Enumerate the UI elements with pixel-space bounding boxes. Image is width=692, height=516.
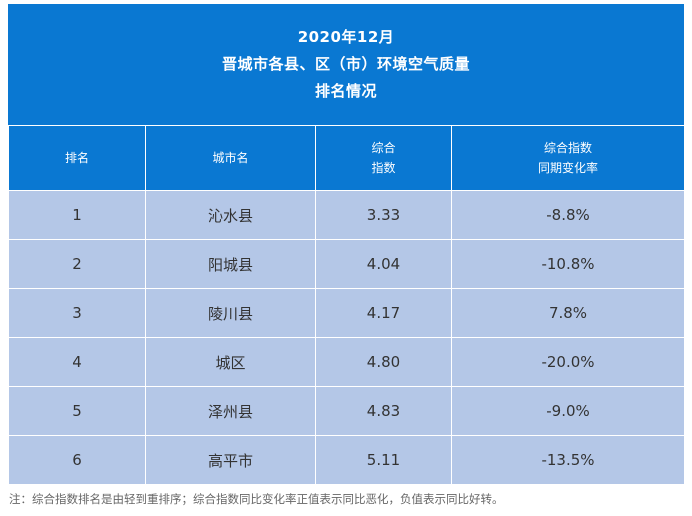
title-main: 晋城市各县、区（市）环境空气质量	[221, 55, 470, 73]
header-change-line1: 综合指数	[543, 141, 592, 155]
cell-rank: 3	[8, 288, 146, 338]
cell-change: -10.8%	[451, 239, 685, 289]
title-banner: 2020年12月 晋城市各县、区（市）环境空气质量 排名情况	[8, 4, 684, 125]
cell-change: 7.8%	[451, 288, 685, 338]
cell-index: 4.83	[315, 386, 452, 436]
cell-change: -8.8%	[451, 190, 685, 240]
title-sub: 排名情况	[314, 82, 377, 100]
table-header-row: 排名 城市名 综合 指数 综合指数 同期变化率	[8, 125, 685, 191]
table-row: 5 泽州县 4.83 -9.0%	[8, 386, 685, 436]
table-row: 1 沁水县 3.33 -8.8%	[8, 190, 685, 240]
cell-index: 4.80	[315, 337, 452, 387]
cell-city: 城区	[145, 337, 316, 387]
cell-city: 陵川县	[145, 288, 316, 338]
header-rank: 排名	[8, 125, 146, 191]
cell-index: 4.04	[315, 239, 452, 289]
ranking-table: 排名 城市名 综合 指数 综合指数 同期变化率 1 沁水县 3.33 -8.8%	[8, 125, 685, 485]
footnote: 注：综合指数排名是由轻到重排序；综合指数同比变化率正值表示同比恶化，负值表示同比…	[9, 492, 504, 506]
header-index-line1: 综合	[371, 141, 396, 155]
cell-city: 阳城县	[145, 239, 316, 289]
header-change-line2: 同期变化率	[537, 161, 598, 175]
cell-rank: 1	[8, 190, 146, 240]
cell-rank: 6	[8, 435, 146, 485]
cell-change: -9.0%	[451, 386, 685, 436]
table-row: 3 陵川县 4.17 7.8%	[8, 288, 685, 338]
cell-rank: 2	[8, 239, 146, 289]
cell-change: -13.5%	[451, 435, 685, 485]
title-date: 2020年12月	[297, 28, 395, 46]
table-row: 6 高平市 5.11 -13.5%	[8, 435, 685, 485]
ranking-table-container: 2020年12月 晋城市各县、区（市）环境空气质量 排名情况 排名 城市名 综合…	[8, 4, 685, 485]
header-index-line2: 指数	[371, 161, 396, 175]
cell-change: -20.0%	[451, 337, 685, 387]
cell-index: 4.17	[315, 288, 452, 338]
header-change: 综合指数 同期变化率	[451, 125, 685, 191]
cell-city: 泽州县	[145, 386, 316, 436]
table-row: 4 城区 4.80 -20.0%	[8, 337, 685, 387]
cell-index: 3.33	[315, 190, 452, 240]
cell-rank: 4	[8, 337, 146, 387]
table-row: 2 阳城县 4.04 -10.8%	[8, 239, 685, 289]
header-city: 城市名	[145, 125, 316, 191]
header-index: 综合 指数	[315, 125, 452, 191]
cell-index: 5.11	[315, 435, 452, 485]
cell-rank: 5	[8, 386, 146, 436]
cell-city: 沁水县	[145, 190, 316, 240]
cell-city: 高平市	[145, 435, 316, 485]
